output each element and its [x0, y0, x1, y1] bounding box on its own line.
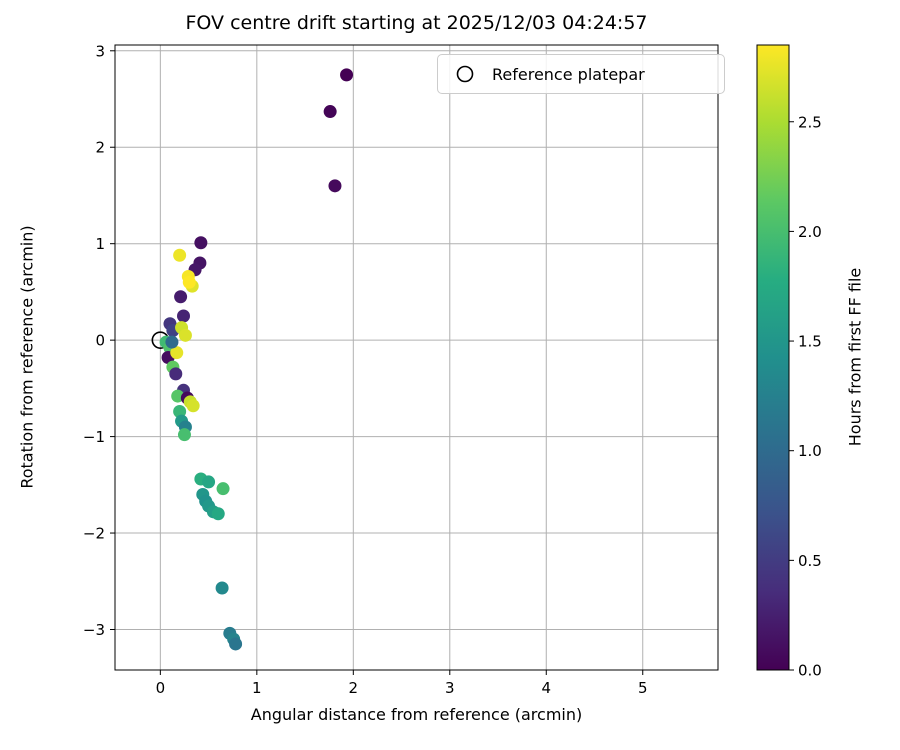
- data-point: [178, 328, 192, 342]
- data-point: [328, 179, 342, 193]
- colorbar-tick-label: 0.5: [798, 552, 822, 570]
- data-point: [165, 335, 179, 349]
- x-tick-label: 0: [156, 679, 166, 697]
- legend-label: Reference platepar: [492, 64, 645, 84]
- colorbar-tick-label: 1.0: [798, 442, 822, 460]
- colorbar-label: Hours from first FF file: [845, 267, 865, 447]
- data-point: [177, 309, 191, 323]
- data-point: [171, 389, 185, 403]
- data-point: [194, 236, 208, 250]
- data-point: [177, 428, 191, 442]
- data-point: [340, 68, 354, 82]
- y-tick-label: 0: [95, 332, 105, 350]
- data-point: [174, 290, 188, 304]
- data-point: [229, 637, 243, 651]
- x-tick-label: 1: [252, 679, 262, 697]
- x-tick-label: 5: [638, 679, 648, 697]
- data-point: [169, 367, 183, 381]
- colorbar-tick-label: 2.5: [798, 113, 822, 131]
- data-point: [173, 405, 187, 419]
- data-point: [182, 275, 196, 289]
- colorbar-tick-label: 2.0: [798, 223, 822, 241]
- colorbar-tick-label: 0.0: [798, 662, 822, 680]
- colorbar-tick-label: 1.5: [798, 333, 822, 351]
- data-point: [215, 581, 229, 595]
- y-axis-label: Rotation from reference (arcmin): [17, 225, 37, 489]
- y-tick-label: −1: [83, 428, 105, 446]
- data-point: [216, 482, 230, 496]
- x-axis-label: Angular distance from reference (arcmin): [250, 705, 583, 724]
- reference-marker-icon: [456, 65, 474, 83]
- chart-title: FOV centre drift starting at 2025/12/03 …: [185, 12, 648, 34]
- plot-border: [114, 44, 719, 671]
- y-tick-label: −2: [83, 525, 105, 543]
- data-point: [170, 346, 184, 360]
- colorbar-gradient: [757, 45, 789, 670]
- colorbar-border: [756, 44, 790, 671]
- y-tick-label: 3: [95, 42, 105, 60]
- data-point: [323, 105, 337, 119]
- data-point: [202, 475, 216, 489]
- y-tick-label: 1: [95, 235, 105, 253]
- x-tick-label: 3: [445, 679, 455, 697]
- y-tick-label: −3: [83, 621, 105, 639]
- x-tick-label: 4: [541, 679, 551, 697]
- data-point: [173, 248, 187, 262]
- legend: Reference platepar: [437, 54, 725, 94]
- data-point: [211, 507, 225, 521]
- y-tick-label: 2: [95, 139, 105, 157]
- x-tick-label: 2: [349, 679, 359, 697]
- data-point: [186, 399, 200, 413]
